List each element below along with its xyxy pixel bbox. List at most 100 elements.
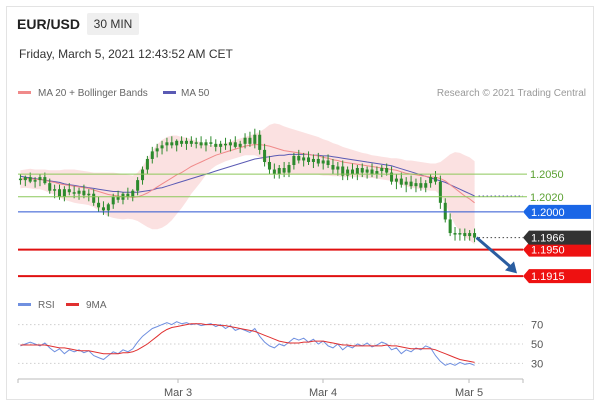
rsi-legend-swatch xyxy=(18,303,31,306)
candle xyxy=(233,136,237,149)
candle xyxy=(38,174,42,187)
ma20-legend-label: MA 20 + Bollinger Bands xyxy=(38,88,148,99)
candle-body xyxy=(453,233,457,235)
candle xyxy=(404,177,408,193)
candle-body xyxy=(341,166,345,176)
candle-body xyxy=(57,189,62,197)
candle xyxy=(253,128,257,149)
candle xyxy=(23,175,27,187)
candle-body xyxy=(429,177,433,184)
candle-body xyxy=(72,192,76,194)
candle xyxy=(341,160,345,181)
candle xyxy=(424,180,428,193)
candle-body xyxy=(394,178,398,182)
candle xyxy=(360,163,364,178)
candle xyxy=(355,165,359,181)
candle-body xyxy=(131,190,135,197)
rsi-legend-label: RSI xyxy=(38,300,55,311)
candle-body xyxy=(399,178,403,185)
candle xyxy=(180,136,184,147)
candle-body xyxy=(355,168,359,175)
candle xyxy=(18,174,22,185)
candle-body xyxy=(365,169,369,173)
candle xyxy=(145,155,149,175)
candle-body xyxy=(380,168,384,172)
candle xyxy=(272,163,276,179)
candle-body xyxy=(287,165,291,173)
candle-body xyxy=(419,183,423,188)
candle xyxy=(438,175,442,209)
chart-canvas: EUR/USD 30 MIN Friday, March 5, 2021 12:… xyxy=(17,13,591,399)
candle xyxy=(224,137,228,150)
candle-body xyxy=(326,160,330,165)
timeframe-badge xyxy=(87,13,139,35)
candle xyxy=(141,166,145,185)
candle-body xyxy=(77,190,81,194)
candle xyxy=(219,140,223,153)
candle xyxy=(321,155,325,170)
candle xyxy=(150,146,154,164)
candle-body xyxy=(233,142,237,147)
candle-body xyxy=(145,158,149,170)
candle xyxy=(277,165,281,179)
candle-body xyxy=(175,140,179,146)
candle xyxy=(414,178,418,193)
research-credit: Research © 2021 Trading Central xyxy=(437,88,586,99)
candle-body xyxy=(336,166,340,170)
candle-body xyxy=(253,134,257,144)
candle-body xyxy=(204,142,208,146)
time-tick-label: Mar 3 xyxy=(164,387,192,399)
candle-body xyxy=(141,169,145,181)
candle-body xyxy=(463,233,467,237)
last-price-label: 1.1966 xyxy=(531,233,565,245)
candle-body xyxy=(375,171,379,175)
candle-body xyxy=(307,157,311,162)
candle-body xyxy=(101,207,105,211)
rsi-ma-legend-label: 9MA xyxy=(86,300,107,311)
candle xyxy=(155,143,159,158)
level-tag-1.1950 xyxy=(523,242,591,257)
candle xyxy=(57,184,62,200)
candle xyxy=(67,183,71,196)
candle xyxy=(385,163,389,176)
time-axis: Mar 3 Mar 4 Mar 5 xyxy=(17,378,524,399)
ma20-line xyxy=(20,144,475,204)
candle xyxy=(409,175,413,190)
candle-body xyxy=(277,168,281,175)
candle xyxy=(302,152,306,167)
candle xyxy=(77,187,81,200)
candle-body xyxy=(199,142,203,146)
candle xyxy=(458,228,462,241)
candle xyxy=(238,140,242,153)
candle-body xyxy=(448,219,452,234)
candle-body xyxy=(370,169,374,175)
candle xyxy=(287,161,291,178)
candle-body xyxy=(267,161,271,170)
candle-body xyxy=(350,169,354,175)
candle-body xyxy=(438,181,442,203)
level-tag-1.2000 xyxy=(523,204,591,219)
candle xyxy=(101,201,105,215)
candle-body xyxy=(297,155,301,161)
bollinger-band xyxy=(20,123,475,245)
candle xyxy=(380,165,384,178)
candle xyxy=(448,213,452,237)
candle xyxy=(346,166,350,181)
candle-body xyxy=(443,202,447,220)
candle-body xyxy=(87,193,91,196)
candle xyxy=(463,228,467,241)
candle xyxy=(297,149,301,164)
candle xyxy=(175,139,179,152)
candle-body xyxy=(67,189,71,193)
candle xyxy=(243,133,247,149)
candle-body xyxy=(160,145,164,149)
candle-body xyxy=(219,143,223,147)
candle-body xyxy=(165,142,169,146)
candle-body xyxy=(409,181,413,187)
candle-body xyxy=(150,151,154,159)
candle-body xyxy=(316,158,320,164)
candle xyxy=(453,227,457,241)
symbol-title: EUR/USD xyxy=(17,16,80,32)
candle-body xyxy=(248,137,252,144)
chart-frame: EUR/USD 30 MIN Friday, March 5, 2021 12:… xyxy=(6,6,594,400)
